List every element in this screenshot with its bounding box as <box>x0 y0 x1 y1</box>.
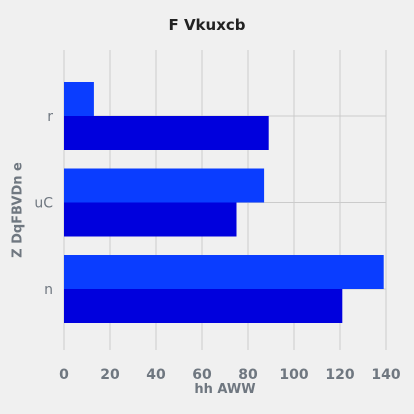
bar <box>64 203 237 237</box>
x-tick-label: 60 <box>192 367 212 383</box>
x-tick-label: 100 <box>279 367 308 383</box>
x-axis-label: hh AWW <box>64 382 386 397</box>
bar <box>64 82 94 116</box>
y-tick-label: uC <box>34 196 53 212</box>
x-tick-label: 140 <box>371 367 400 383</box>
y-tick-label: n <box>44 282 53 298</box>
x-tick-label: 0 <box>59 367 69 383</box>
bar <box>64 255 384 289</box>
y-axis-label: Z DqFBVDn e <box>11 162 26 258</box>
bar <box>64 169 264 203</box>
y-tick-label: r <box>47 109 53 125</box>
x-tick-label: 20 <box>100 367 120 383</box>
bar <box>64 289 342 323</box>
x-tick-label: 40 <box>146 367 166 383</box>
x-tick-label: 120 <box>325 367 354 383</box>
x-tick-label: 80 <box>238 367 258 383</box>
bar <box>64 116 269 150</box>
